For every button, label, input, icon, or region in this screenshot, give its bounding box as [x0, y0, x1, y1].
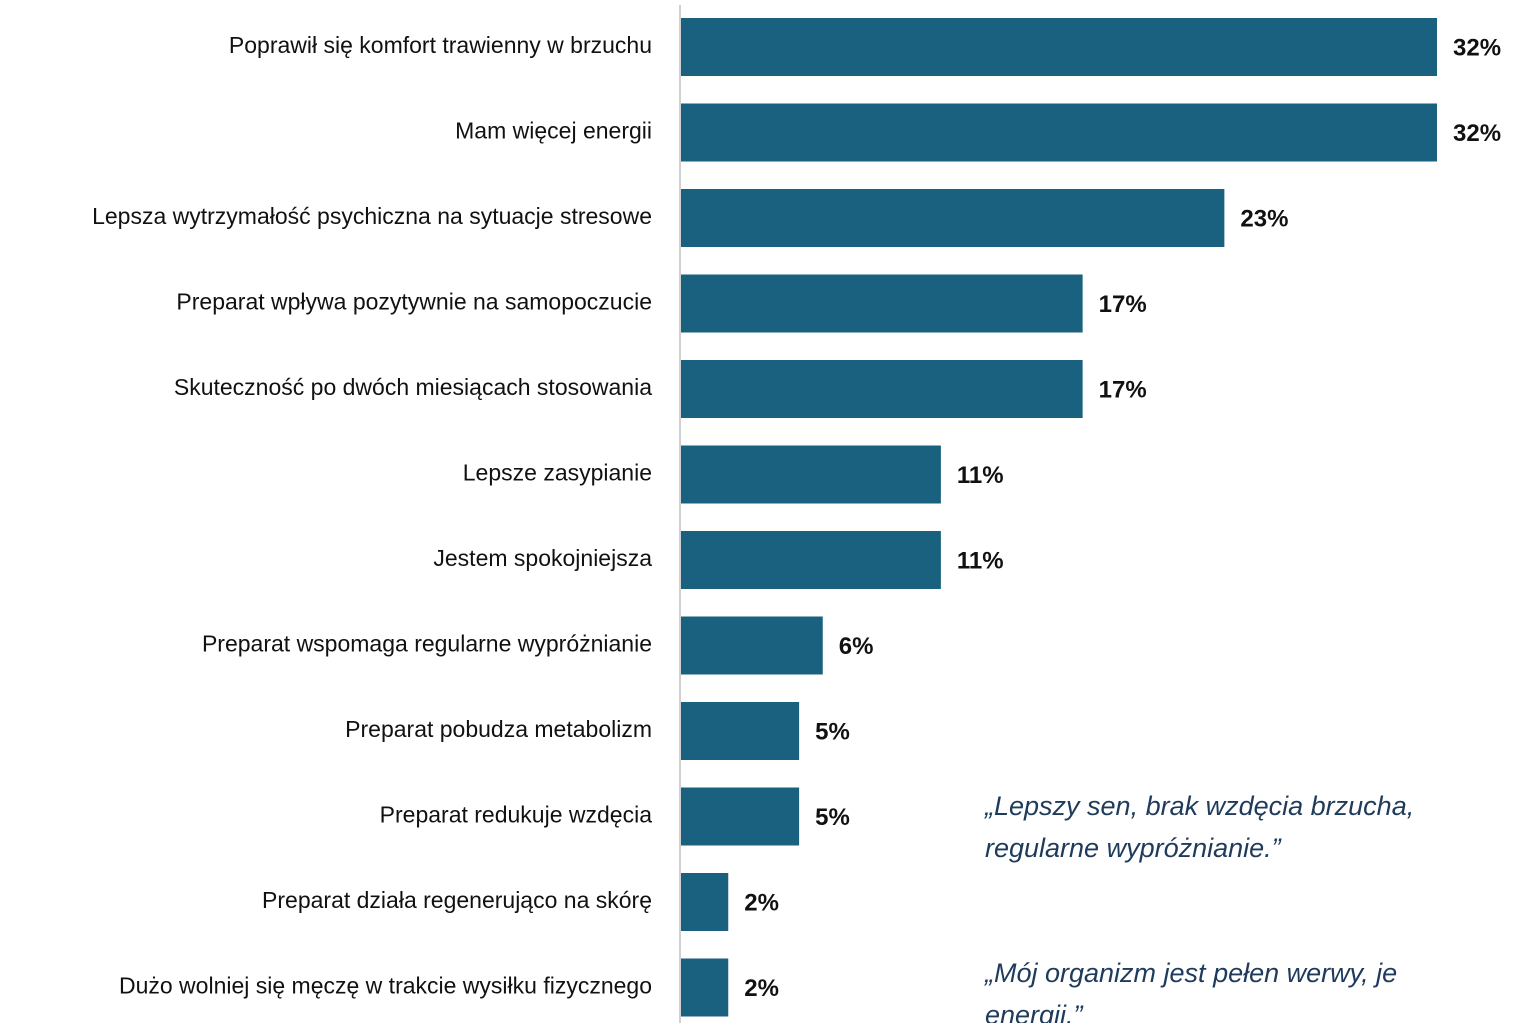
category-label: Preparat redukuje wzdęcia [380, 802, 653, 828]
bar [681, 873, 729, 931]
quote: regularne wypróżnianie.” [985, 833, 1282, 863]
bar [681, 616, 823, 675]
category-label: Dużo wolniej się męczę w trakcie wysiłku… [119, 973, 652, 999]
quote: energii.” [985, 1000, 1084, 1023]
value-label: 5% [815, 804, 850, 831]
value-label: 2% [744, 889, 779, 916]
value-label: 32% [1453, 34, 1501, 61]
bar [681, 103, 1437, 162]
bar [681, 958, 729, 1017]
category-label: Mam więcej energii [455, 118, 652, 144]
bar [681, 531, 941, 589]
quote: „Mój organizm jest pełen werwy, je [984, 958, 1397, 988]
bar [681, 360, 1083, 418]
bar [681, 702, 800, 760]
category-label: Preparat pobudza metabolizm [345, 716, 652, 742]
value-label: 17% [1099, 291, 1147, 318]
category-label: Preparat wspomaga regularne wypróżnianie [202, 631, 652, 657]
value-label: 32% [1453, 120, 1501, 147]
value-label: 6% [839, 633, 874, 660]
value-label: 11% [957, 547, 1004, 574]
quote: „Lepszy sen, brak wzdęcia brzucha, [984, 791, 1414, 821]
value-label: 17% [1099, 376, 1147, 403]
value-label: 2% [744, 975, 779, 1002]
bar [681, 274, 1083, 333]
bar [681, 787, 800, 846]
bar [681, 445, 941, 504]
category-label: Lepsze zasypianie [463, 460, 652, 486]
category-label: Preparat wpływa pozytywnie na samopoczuc… [176, 289, 652, 315]
value-label: 5% [815, 718, 850, 745]
category-label: Poprawił się komfort trawienny w brzuchu [229, 32, 652, 58]
category-label: Skuteczność po dwóch miesiącach stosowan… [174, 374, 652, 400]
bar [681, 189, 1225, 247]
value-label: 11% [957, 462, 1004, 489]
value-label: 23% [1240, 205, 1288, 232]
category-label: Lepsza wytrzymałość psychiczna na sytuac… [92, 203, 652, 229]
category-label: Preparat działa regenerująco na skórę [262, 887, 652, 913]
bar [681, 18, 1437, 76]
category-label: Jestem spokojniejsza [433, 545, 652, 571]
